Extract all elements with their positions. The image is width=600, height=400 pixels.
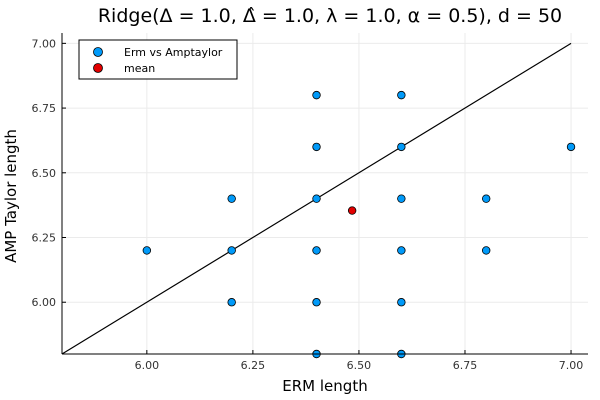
y-tick-label-0: 6.00 <box>32 296 57 309</box>
erm-point-11 <box>397 142 406 152</box>
erm-point-13 <box>397 246 406 255</box>
x-axis-label: ERM length <box>282 377 367 395</box>
erm-point-12 <box>397 194 406 203</box>
legend-label-mean: mean <box>124 62 155 75</box>
erm-point-17 <box>481 246 491 255</box>
erm-point-7 <box>312 246 321 255</box>
x-tick-label-2: 6.50 <box>347 359 372 372</box>
legend-marker-erm-vs-amptaylor <box>93 47 103 57</box>
legend-marker-mean <box>93 63 103 73</box>
y-tick-label-3: 6.75 <box>32 102 57 115</box>
erm-point-6 <box>312 194 321 203</box>
erm-point-18 <box>566 142 576 152</box>
erm-point-5 <box>312 142 321 152</box>
erm-point-14 <box>397 298 406 307</box>
y-tick-label-2: 6.50 <box>32 167 57 180</box>
y-tick-label-4: 7.00 <box>32 37 57 50</box>
axes <box>61 33 588 355</box>
x-tick-label-3: 6.75 <box>453 359 478 372</box>
erm-point-10 <box>397 90 406 100</box>
y-tick-label-1: 6.25 <box>32 232 57 245</box>
y-axis-label: AMP Taylor length <box>2 129 20 263</box>
erm-point-2 <box>227 246 236 255</box>
x-tick-label-4: 7.00 <box>559 359 584 372</box>
tick-labels: 6.00 6.25 6.50 6.75 7.00 6.00 6.25 6.50 6.75 7.00 <box>32 37 584 372</box>
erm-point-0 <box>142 246 152 255</box>
data-points <box>142 90 576 359</box>
x-tick-label-1: 6.25 <box>241 359 266 372</box>
legend-box <box>78 39 238 80</box>
erm-point-4 <box>312 90 321 100</box>
erm-point-16 <box>481 194 491 203</box>
mean-point-0 <box>347 206 357 215</box>
x-tick-label-0: 6.00 <box>135 359 160 372</box>
erm-point-8 <box>312 298 321 307</box>
legend: Erm vs Amptaylor mean <box>78 39 238 80</box>
chart-title: Ridge(Δ = 1.0, Δ̂ = 1.0, λ = 1.0, α = 0.… <box>98 5 562 27</box>
erm-point-3 <box>227 298 236 307</box>
legend-label-erm-vs-amptaylor: Erm vs Amptaylor <box>124 46 223 59</box>
grid-lines <box>62 33 588 354</box>
erm-point-1 <box>227 194 236 203</box>
